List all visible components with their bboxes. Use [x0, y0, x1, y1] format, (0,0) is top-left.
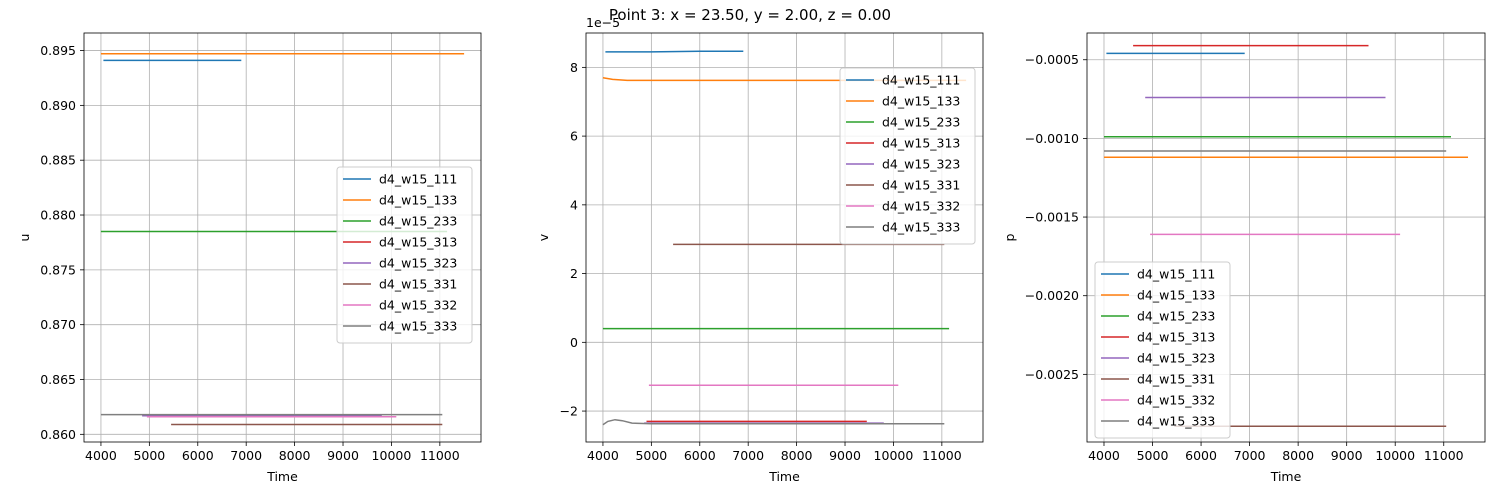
x-tick-label: 6000	[684, 448, 716, 463]
legend-label: d4_w15_331	[1137, 372, 1215, 387]
x-tick-label: 10000	[1375, 448, 1415, 463]
x-tick-label: 10000	[874, 448, 914, 463]
x-tick-label: 10000	[372, 448, 412, 463]
legend-box	[839, 67, 976, 245]
y-tick-label: 0.870	[40, 317, 76, 332]
x-tick-label: 8000	[279, 448, 311, 463]
x-tick-label: 9000	[829, 448, 861, 463]
x-tick-label: 5000	[133, 448, 165, 463]
subplot-3: 4000 5000 6000 7000 8000 9000 10000 11000 −0.002…	[1002, 32, 1486, 484]
y-tick-label: −0.0010	[1025, 131, 1079, 146]
x-tick-label: 7000	[230, 448, 262, 463]
legend-label: d4_w15_331	[379, 277, 457, 292]
axes-frame	[83, 32, 482, 443]
y-tick-label: 0.865	[40, 372, 76, 387]
x-tick-label: 9000	[1331, 448, 1363, 463]
legend-label: d4_w15_313	[1137, 330, 1215, 345]
y-axis-label: p	[1002, 233, 1017, 241]
legend-label: d4_w15_333	[1137, 414, 1215, 429]
y-tick-label: 0.885	[40, 153, 76, 168]
subplot-1: 4000 5000 6000 7000 8000 9000 10000 11000 0.860 0…	[17, 32, 482, 484]
legend-box	[336, 166, 473, 344]
x-tick-label: 7000	[732, 448, 764, 463]
y-tick-label: −2	[560, 404, 578, 419]
y-tick-label: 0.880	[40, 208, 76, 223]
x-tick-label: 6000	[182, 448, 214, 463]
x-tick-label: 5000	[1137, 448, 1169, 463]
legend-label: d4_w15_133	[882, 94, 960, 109]
legend-label: d4_w15_233	[379, 214, 457, 229]
legend-label: d4_w15_233	[1137, 309, 1215, 324]
legend: d4_w15_111 d4_w15_133 d4_w15_233 d4_w15_313…	[1094, 261, 1231, 439]
legend-label: d4_w15_331	[882, 178, 960, 193]
x-tick-label: 9000	[327, 448, 359, 463]
y-tick-label: 0.860	[40, 427, 76, 442]
y-tick-label: 4	[570, 197, 578, 212]
figure-title: Point 3: x = 23.50, y = 2.00, z = 0.00	[608, 6, 892, 24]
y-tick-label: 8	[570, 60, 578, 75]
x-tick-label: 4000	[587, 448, 619, 463]
legend-label: d4_w15_111	[379, 172, 457, 187]
legend-label: d4_w15_233	[882, 115, 960, 130]
y-axis-label: u	[17, 234, 32, 242]
x-axis-label: Time	[768, 469, 800, 484]
legend-box	[1094, 261, 1231, 439]
legend-label: d4_w15_313	[882, 136, 960, 151]
x-tick-label: 8000	[781, 448, 813, 463]
y-tick-label: 0	[570, 335, 578, 350]
y-tick-label: 6	[570, 129, 578, 144]
legend-label: d4_w15_332	[379, 298, 457, 313]
x-axis-label: Time	[266, 469, 298, 484]
x-tick-label: 5000	[635, 448, 667, 463]
x-tick-label: 8000	[1282, 448, 1314, 463]
legend-label: d4_w15_313	[379, 235, 457, 250]
legend-label: d4_w15_323	[882, 157, 960, 172]
axes-frame	[585, 32, 984, 443]
x-tick-label: 11000	[1424, 448, 1464, 463]
x-tick-label: 6000	[1185, 448, 1217, 463]
x-tick-label: 11000	[922, 448, 962, 463]
legend-label: d4_w15_323	[1137, 351, 1215, 366]
x-axis-label: Time	[1270, 469, 1302, 484]
legend-label: d4_w15_333	[379, 319, 457, 334]
y-axis-label: v	[536, 233, 551, 241]
legend-label: d4_w15_133	[379, 193, 457, 208]
y-tick-label: −0.0025	[1025, 367, 1079, 382]
y-tick-label: −0.0020	[1025, 288, 1079, 303]
legend-label: d4_w15_332	[882, 199, 960, 214]
y-tick-label: 2	[570, 266, 578, 281]
legend-label: d4_w15_332	[1137, 393, 1215, 408]
x-tick-label: 11000	[420, 448, 460, 463]
legend: d4_w15_111 d4_w15_133 d4_w15_233 d4_w15_313…	[839, 67, 976, 245]
x-tick-label: 4000	[1088, 448, 1120, 463]
legend-label: d4_w15_133	[1137, 288, 1215, 303]
y-tick-label: −0.0015	[1025, 210, 1079, 225]
axis-offset-text: 1e−5	[586, 15, 620, 30]
axes-frame	[1086, 32, 1486, 443]
legend-label: d4_w15_333	[882, 220, 960, 235]
y-tick-label: 0.890	[40, 98, 76, 113]
x-tick-label: 4000	[85, 448, 117, 463]
y-tick-label: 0.895	[40, 43, 76, 58]
series-line-d4_w15_111	[605, 50, 744, 53]
x-tick-label: 7000	[1234, 448, 1266, 463]
legend-label: d4_w15_323	[379, 256, 457, 271]
subplot-2: 4000 5000 6000 7000 8000 9000 10000 11000 −2 0 2 4 6…	[536, 15, 984, 484]
legend-label: d4_w15_111	[882, 73, 960, 88]
y-tick-label: 0.875	[40, 262, 76, 277]
series-line-d4_w15_333	[602, 418, 945, 426]
y-tick-label: −0.0005	[1025, 52, 1079, 67]
legend: d4_w15_111 d4_w15_133 d4_w15_233 d4_w15_313…	[336, 166, 473, 344]
legend-label: d4_w15_111	[1137, 267, 1215, 282]
